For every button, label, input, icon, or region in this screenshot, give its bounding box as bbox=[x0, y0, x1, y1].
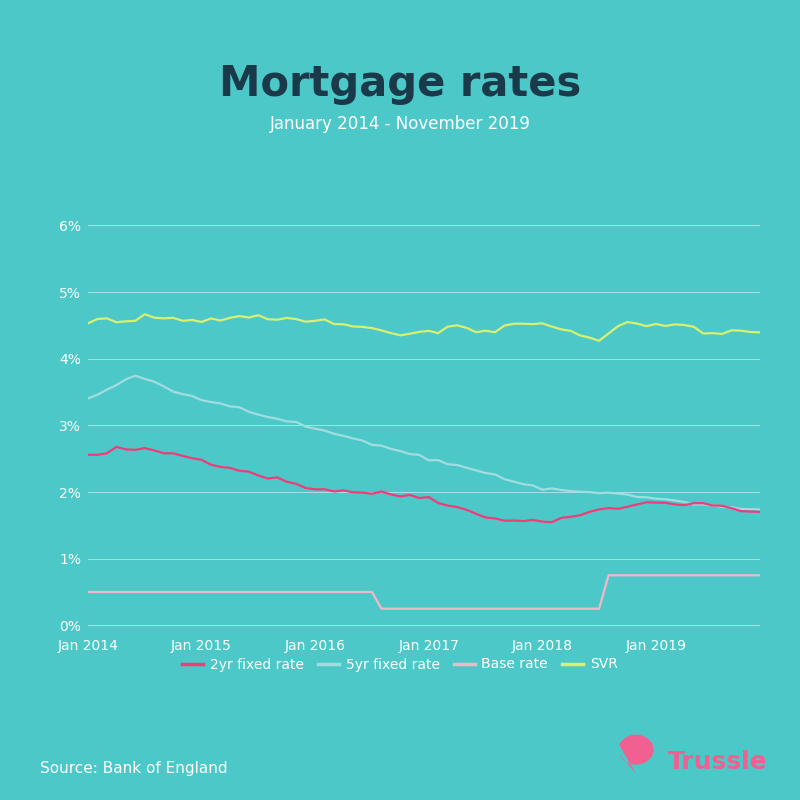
Text: January 2014 - November 2019: January 2014 - November 2019 bbox=[270, 115, 530, 133]
Text: Source: Bank of England: Source: Bank of England bbox=[40, 761, 228, 775]
Text: Mortgage rates: Mortgage rates bbox=[219, 63, 581, 105]
Text: Trussle: Trussle bbox=[668, 750, 768, 774]
Legend: 2yr fixed rate, 5yr fixed rate, Base rate, SVR: 2yr fixed rate, 5yr fixed rate, Base rat… bbox=[177, 652, 623, 677]
